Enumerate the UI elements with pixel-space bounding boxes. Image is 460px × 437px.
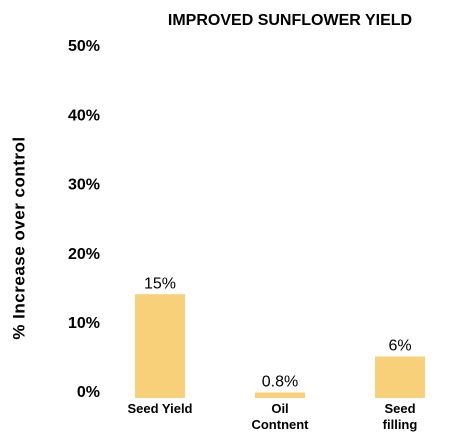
bar [255,392,305,398]
value-label: 0.8% [262,374,298,391]
y-tick-label: 50% [68,38,100,55]
value-label: 15% [144,275,176,292]
y-tick-label: 30% [68,177,100,194]
y-tick-label: 0% [77,384,100,401]
chart-title: IMPROVED SUNFLOWER YIELD [168,12,412,29]
x-tick-label: Seed Yield [127,401,193,416]
value-label: 6% [388,338,411,355]
y-axis-label: % Increase over control [9,136,28,339]
x-tick-label: Seed filling [382,401,418,432]
bar [135,294,185,398]
y-tick-label: 20% [68,246,100,263]
y-tick-label: 10% [68,315,100,332]
x-tick-label: Oil Contnent [251,401,309,432]
y-tick-label: 40% [68,107,100,124]
bar [375,356,425,398]
